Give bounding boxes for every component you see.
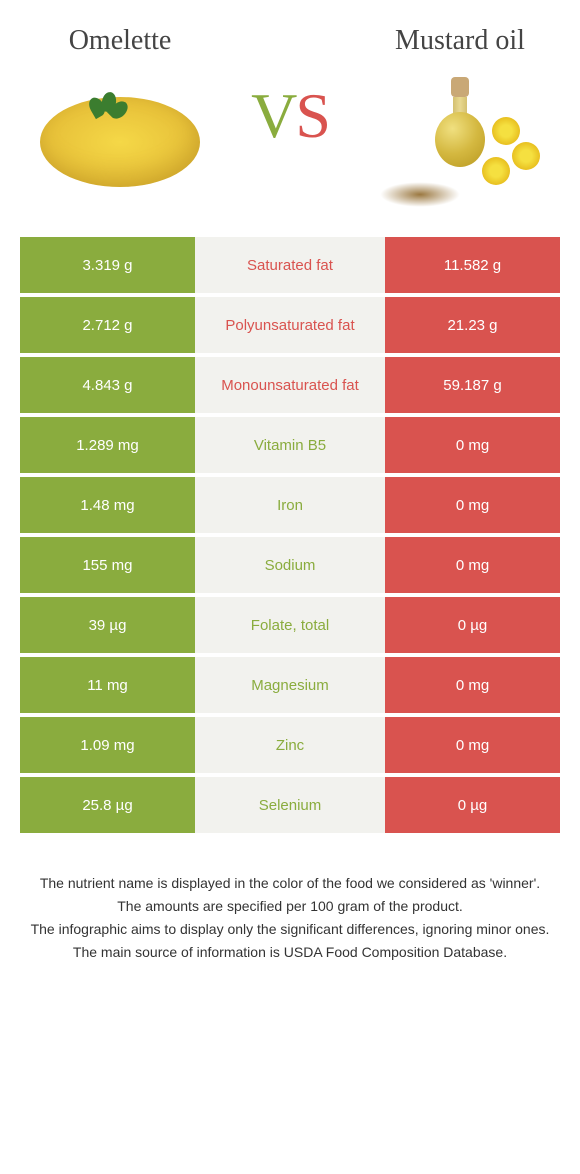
nutrient-label: Saturated fat (195, 237, 385, 293)
footer-notes: The nutrient name is displayed in the co… (20, 873, 560, 963)
right-value: 0 mg (385, 477, 560, 533)
left-value: 1.48 mg (20, 477, 195, 533)
left-food-block: Omelette (20, 25, 220, 207)
comparison-header: Omelette VS Mustard oil (20, 25, 560, 207)
vs-v-letter: V (251, 80, 295, 151)
nutrient-label: Sodium (195, 537, 385, 593)
right-value: 0 mg (385, 417, 560, 473)
footer-line: The main source of information is USDA F… (30, 942, 550, 963)
right-value: 0 mg (385, 717, 560, 773)
table-row: 155 mgSodium0 mg (20, 537, 560, 593)
vs-label: VS (251, 79, 329, 153)
left-value: 11 mg (20, 657, 195, 713)
table-row: 25.8 µgSelenium0 µg (20, 777, 560, 833)
right-value: 0 µg (385, 597, 560, 653)
right-value: 59.187 g (385, 357, 560, 413)
right-value: 0 mg (385, 537, 560, 593)
nutrient-label: Polyunsaturated fat (195, 297, 385, 353)
omelette-image (40, 77, 200, 207)
right-food-block: Mustard oil (360, 25, 560, 207)
right-value: 0 µg (385, 777, 560, 833)
left-value: 2.712 g (20, 297, 195, 353)
mustard-oil-image (380, 77, 540, 207)
nutrient-label: Selenium (195, 777, 385, 833)
left-value: 155 mg (20, 537, 195, 593)
left-value: 3.319 g (20, 237, 195, 293)
table-row: 39 µgFolate, total0 µg (20, 597, 560, 653)
left-value: 39 µg (20, 597, 195, 653)
table-row: 11 mgMagnesium0 mg (20, 657, 560, 713)
right-value: 0 mg (385, 657, 560, 713)
nutrient-label: Magnesium (195, 657, 385, 713)
table-row: 2.712 gPolyunsaturated fat21.23 g (20, 297, 560, 353)
table-row: 4.843 gMonounsaturated fat59.187 g (20, 357, 560, 413)
left-value: 1.09 mg (20, 717, 195, 773)
nutrient-label: Monounsaturated fat (195, 357, 385, 413)
left-value: 25.8 µg (20, 777, 195, 833)
right-value: 21.23 g (385, 297, 560, 353)
nutrient-table: 3.319 gSaturated fat11.582 g2.712 gPolyu… (20, 237, 560, 833)
left-value: 4.843 g (20, 357, 195, 413)
left-food-title: Omelette (20, 25, 220, 57)
nutrient-label: Zinc (195, 717, 385, 773)
nutrient-label: Vitamin B5 (195, 417, 385, 473)
table-row: 3.319 gSaturated fat11.582 g (20, 237, 560, 293)
right-value: 11.582 g (385, 237, 560, 293)
nutrient-label: Folate, total (195, 597, 385, 653)
table-row: 1.48 mgIron0 mg (20, 477, 560, 533)
footer-line: The amounts are specified per 100 gram o… (30, 896, 550, 917)
vs-s-letter: S (295, 80, 329, 151)
footer-line: The nutrient name is displayed in the co… (30, 873, 550, 894)
right-food-title: Mustard oil (360, 25, 560, 57)
table-row: 1.09 mgZinc0 mg (20, 717, 560, 773)
nutrient-label: Iron (195, 477, 385, 533)
left-value: 1.289 mg (20, 417, 195, 473)
table-row: 1.289 mgVitamin B50 mg (20, 417, 560, 473)
footer-line: The infographic aims to display only the… (30, 919, 550, 940)
